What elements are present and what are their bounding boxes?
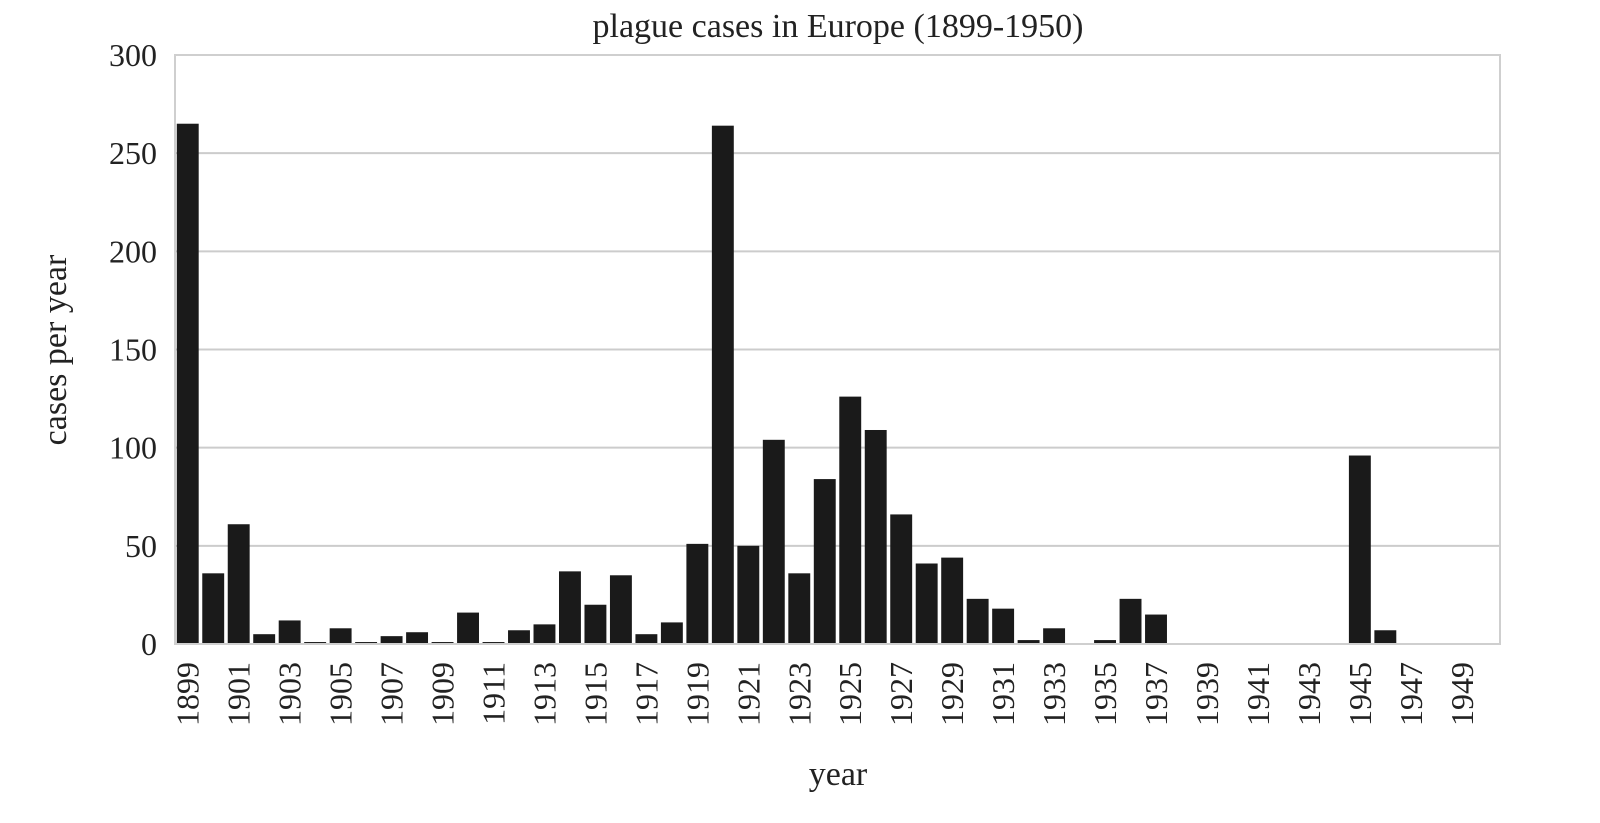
x-tick-label: 1933 bbox=[1036, 662, 1072, 726]
bar bbox=[762, 439, 785, 644]
x-tick-label: 1947 bbox=[1393, 662, 1429, 726]
x-tick-label: 1901 bbox=[221, 662, 257, 726]
bar bbox=[558, 571, 581, 644]
x-tick-label: 1921 bbox=[730, 662, 766, 726]
bar bbox=[966, 598, 989, 644]
y-axis-title: cases per year bbox=[37, 254, 74, 445]
x-tick-label: 1949 bbox=[1444, 662, 1480, 726]
bar bbox=[406, 632, 429, 644]
plot-frame bbox=[174, 54, 1501, 645]
bars bbox=[176, 123, 1397, 645]
y-tick-label: 300 bbox=[109, 37, 157, 73]
x-tick-label: 1919 bbox=[679, 662, 715, 726]
bar bbox=[813, 479, 836, 644]
x-tick-label: 1911 bbox=[476, 662, 512, 725]
bar bbox=[788, 573, 811, 644]
bar bbox=[1043, 628, 1066, 644]
bar bbox=[1348, 455, 1371, 644]
bar bbox=[176, 123, 199, 644]
y-tick-label: 150 bbox=[109, 332, 157, 368]
x-tick-label: 1923 bbox=[781, 662, 817, 726]
bar bbox=[508, 630, 530, 644]
x-tick-label: 1929 bbox=[934, 662, 970, 726]
bar bbox=[941, 557, 964, 644]
x-tick-label: 1941 bbox=[1240, 662, 1276, 726]
bar bbox=[278, 620, 301, 644]
bar bbox=[660, 622, 683, 644]
bar bbox=[584, 604, 607, 644]
y-tick-label: 100 bbox=[109, 430, 157, 466]
bar bbox=[737, 545, 760, 644]
x-tick-label: 1937 bbox=[1138, 662, 1174, 726]
x-tick-label: 1905 bbox=[323, 662, 359, 726]
bar bbox=[533, 624, 556, 644]
x-tick-label: 1915 bbox=[577, 662, 613, 726]
x-tick-label: 1899 bbox=[170, 662, 206, 726]
x-tick-label: 1917 bbox=[628, 662, 664, 726]
y-tick-label: 200 bbox=[109, 233, 157, 269]
x-tick-label: 1909 bbox=[425, 662, 461, 726]
x-tick-label: 1925 bbox=[832, 662, 868, 726]
y-tick-label: 0 bbox=[141, 626, 157, 662]
x-axis-title: year bbox=[809, 756, 868, 793]
x-tick-label: 1931 bbox=[985, 662, 1021, 726]
bar bbox=[380, 636, 403, 644]
x-tick-labels: 1899 1901 1903 1905 1907 1909 1911 1913 1915 1917… bbox=[170, 662, 1480, 726]
bar bbox=[1119, 598, 1142, 644]
bar bbox=[711, 125, 734, 645]
x-tick-label: 1939 bbox=[1189, 662, 1225, 726]
bar bbox=[1094, 640, 1117, 644]
x-tick-label: 1945 bbox=[1342, 662, 1378, 726]
x-tick-label: 1913 bbox=[526, 662, 562, 726]
x-tick-label: 1907 bbox=[374, 662, 410, 726]
bar bbox=[329, 628, 352, 644]
bar bbox=[253, 634, 276, 644]
gridlines bbox=[175, 54, 1500, 645]
bar bbox=[635, 634, 658, 644]
y-tick-label: 250 bbox=[109, 135, 157, 171]
x-tick-label: 1903 bbox=[272, 662, 308, 726]
bar bbox=[915, 563, 938, 644]
y-tick-labels: 0 50 100 150 200 250 300 bbox=[109, 37, 157, 662]
x-tick-label: 1927 bbox=[883, 662, 919, 726]
bar bbox=[839, 396, 862, 644]
bar bbox=[227, 524, 250, 644]
bar bbox=[686, 543, 709, 644]
chart-title: plague cases in Europe (1899-1950) bbox=[593, 8, 1084, 45]
x-tick-label: 1935 bbox=[1087, 662, 1123, 726]
bar bbox=[1017, 640, 1040, 644]
bar bbox=[1374, 630, 1397, 644]
x-tick-label: 1943 bbox=[1291, 662, 1327, 726]
bar bbox=[864, 429, 887, 644]
bar bbox=[609, 575, 632, 644]
bar bbox=[890, 514, 913, 644]
bar bbox=[1145, 614, 1167, 644]
y-tick-label: 50 bbox=[125, 528, 157, 564]
bar bbox=[202, 573, 225, 644]
bar bbox=[992, 608, 1015, 644]
bar bbox=[457, 612, 479, 644]
